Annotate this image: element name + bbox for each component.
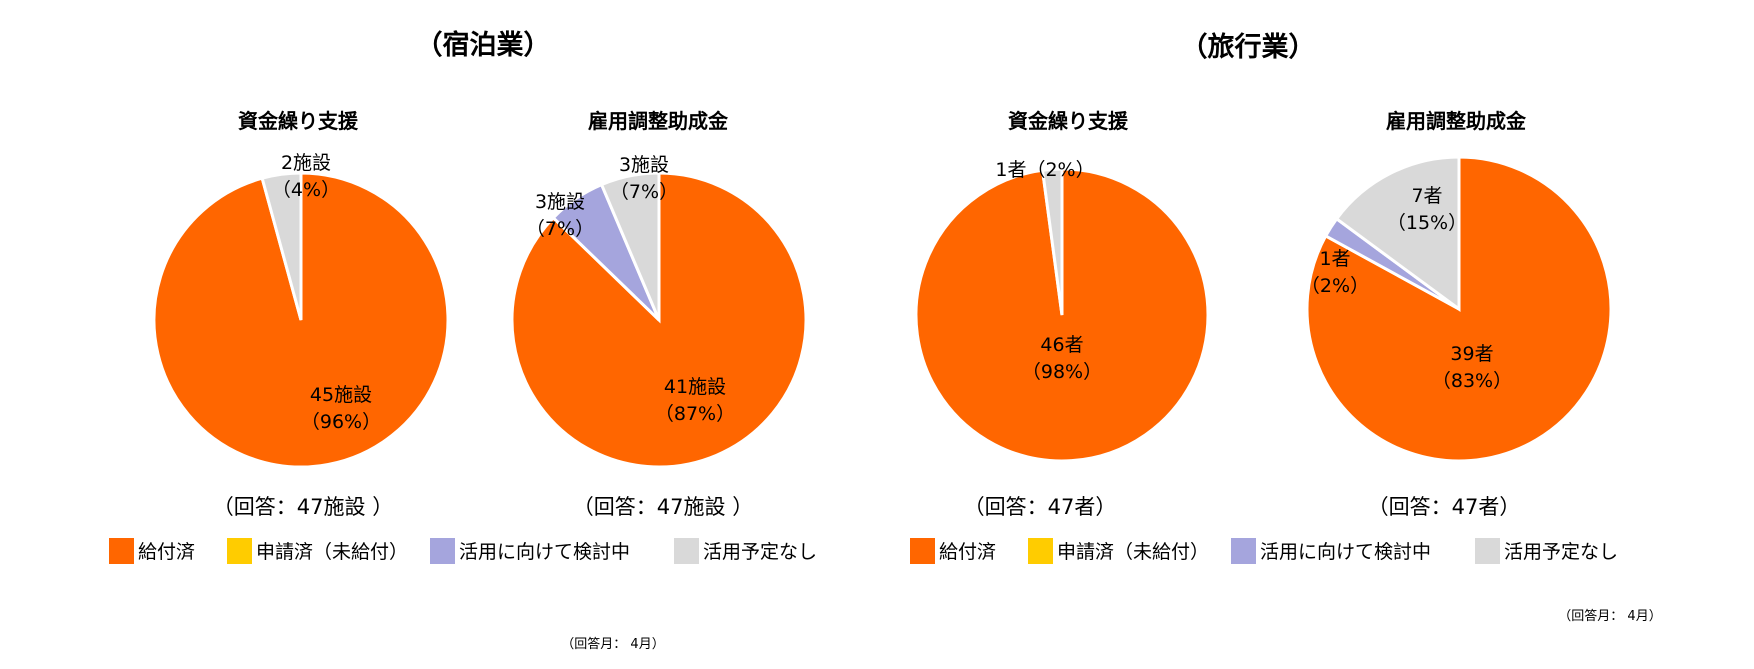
legend-label: 申請済（未給付） [1057, 541, 1209, 563]
data-label: 1者（2%） [1301, 248, 1369, 297]
data-label: 41施設（87%） [655, 376, 735, 425]
group-title-accommodation: （宿泊業） [416, 29, 551, 61]
legend-label: 給付済 [939, 541, 996, 563]
response-count: （回答：47施設 ） [213, 495, 393, 519]
pie-slice-none [599, 171, 661, 321]
legend-swatch [1028, 538, 1053, 564]
legend-label: 給付済 [138, 541, 195, 563]
chart-title: 資金繰り支援 [1008, 109, 1129, 133]
data-label: 1者（2%） [995, 159, 1094, 181]
legend-swatch [1231, 538, 1256, 564]
legend-label: 活用予定なし [703, 541, 817, 563]
legend-item-paid: 給付済 [109, 538, 195, 564]
legend-item-considering: 活用に向けて検討中 [430, 538, 630, 564]
legend: 給付済 申請済（未給付） 活用に向けて検討中 活用予定なし [910, 538, 1618, 564]
legend-swatch [674, 538, 699, 564]
legend-item-applied: 申請済（未給付） [227, 538, 408, 564]
data-label: 39者（83%） [1432, 343, 1512, 392]
legend-swatch [430, 538, 455, 564]
response-count: （回答：47者） [964, 495, 1117, 519]
legend-item-applied: 申請済（未給付） [1028, 538, 1209, 564]
pie-chart: 雇用調整助成金 41施設（87%） 3施設（7%） 3施設（7%） （回答：47施設 ） [510, 109, 808, 519]
data-label: 46者（98%） [1022, 334, 1102, 383]
pie-slice-none [260, 171, 303, 321]
legend-label: 申請済（未給付） [256, 541, 408, 563]
pie-chart: 資金繰り支援 46者（98%） 1者（2%） （回答：47者） [914, 109, 1210, 519]
data-label: 7者（15%） [1387, 185, 1467, 234]
legend-label: 活用に向けて検討中 [1260, 541, 1431, 563]
group-title-travel: （旅行業） [1181, 31, 1316, 63]
data-label: 3施設（7%） [610, 154, 678, 203]
legend-item-none: 活用予定なし [674, 538, 817, 564]
pie-slice-none [1334, 155, 1461, 312]
note-left: （回答月： 4月） [561, 636, 664, 652]
legend-item-none: 活用予定なし [1475, 538, 1618, 564]
legend-item-paid: 給付済 [910, 538, 996, 564]
legend-item-considering: 活用に向けて検討中 [1231, 538, 1431, 564]
legend-swatch [910, 538, 935, 564]
legend-label: 活用に向けて検討中 [459, 541, 630, 563]
chart-title: 雇用調整助成金 [1386, 109, 1527, 133]
data-label: 2施設（4%） [272, 152, 340, 201]
note-right: （回答月： 4月） [1558, 608, 1661, 624]
legend-label: 活用予定なし [1504, 541, 1618, 563]
data-label: 45施設（96%） [301, 384, 381, 433]
chart-title: 雇用調整助成金 [588, 109, 729, 133]
pie-chart: 資金繰り支援 45施設（96%） 2施設（4%） （回答：47施設 ） [152, 109, 450, 519]
response-count: （回答：47者） [1368, 495, 1521, 519]
data-label: 3施設（7%） [526, 191, 594, 240]
pie-chart: 雇用調整助成金 39者（83%） 1者（2%） 7者（15%） （回答：47者） [1301, 109, 1613, 519]
chart-title: 資金繰り支援 [238, 109, 359, 133]
pie-slice-none [1040, 167, 1064, 316]
legend-swatch [1475, 538, 1500, 564]
response-count: （回答：47施設 ） [573, 495, 753, 519]
legend-swatch [109, 538, 134, 564]
legend-swatch [227, 538, 252, 564]
legend: 給付済 申請済（未給付） 活用に向けて検討中 活用予定なし [109, 538, 817, 564]
